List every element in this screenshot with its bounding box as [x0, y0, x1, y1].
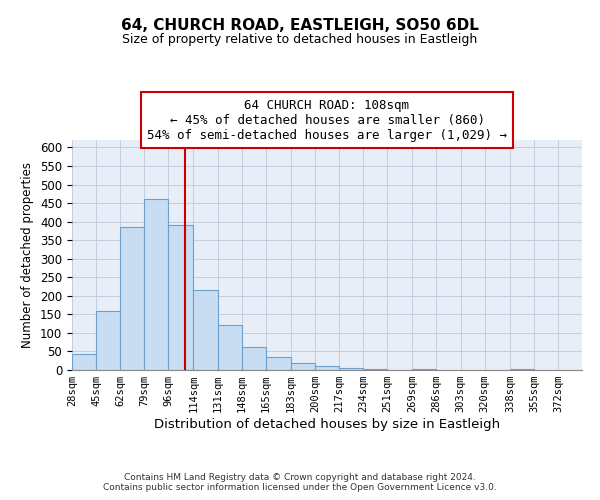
- Y-axis label: Number of detached properties: Number of detached properties: [22, 162, 34, 348]
- Bar: [144, 200, 168, 370]
- Bar: [72, 354, 96, 370]
- Bar: [168, 226, 193, 370]
- Bar: [193, 290, 218, 370]
- X-axis label: Distribution of detached houses by size in Eastleigh: Distribution of detached houses by size …: [154, 418, 500, 431]
- Bar: [266, 357, 291, 370]
- Text: 64 CHURCH ROAD: 108sqm
← 45% of detached houses are smaller (860)
54% of semi-de: 64 CHURCH ROAD: 108sqm ← 45% of detached…: [147, 98, 507, 142]
- Bar: [242, 347, 266, 370]
- Bar: [291, 364, 315, 370]
- Text: Contains HM Land Registry data © Crown copyright and database right 2024.
Contai: Contains HM Land Registry data © Crown c…: [103, 473, 497, 492]
- Text: Size of property relative to detached houses in Eastleigh: Size of property relative to detached ho…: [122, 32, 478, 46]
- Bar: [120, 227, 144, 370]
- Bar: [218, 326, 242, 370]
- Bar: [96, 312, 120, 370]
- Bar: [339, 368, 363, 370]
- Bar: [412, 368, 436, 370]
- Bar: [315, 366, 339, 370]
- Text: 64, CHURCH ROAD, EASTLEIGH, SO50 6DL: 64, CHURCH ROAD, EASTLEIGH, SO50 6DL: [121, 18, 479, 32]
